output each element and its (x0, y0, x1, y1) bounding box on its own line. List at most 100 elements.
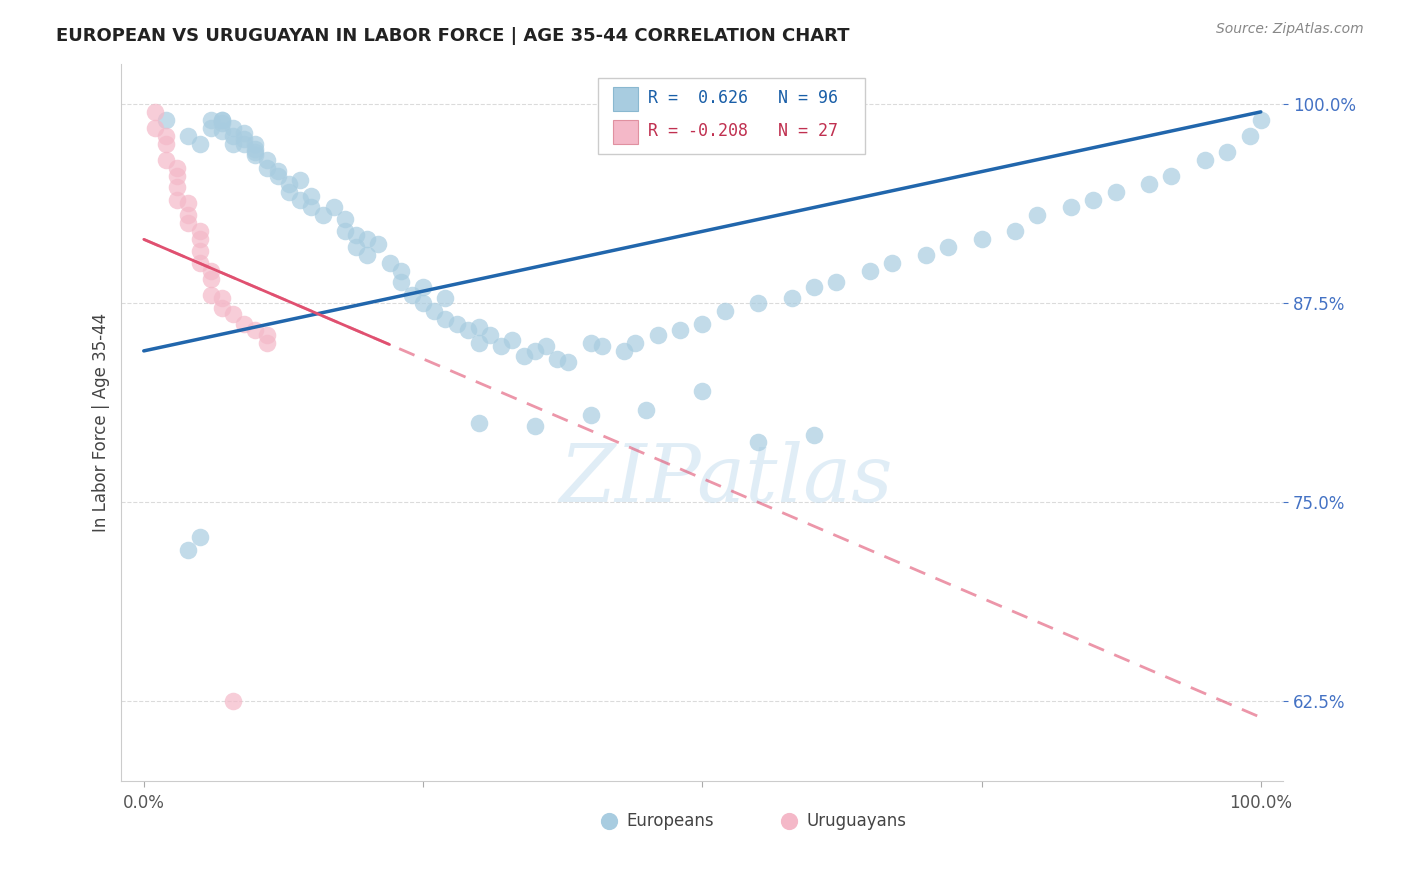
Point (825, 276, 848, 290)
Point (546, 351, 568, 366)
Point (1104, 185, 1126, 199)
Point (479, 328, 502, 343)
Point (233, 317, 256, 331)
Point (1194, 153, 1216, 167)
FancyBboxPatch shape (613, 87, 638, 112)
Point (690, 384, 713, 398)
Point (1060, 201, 1083, 215)
Point (1083, 193, 1105, 207)
Text: EUROPEAN VS URUGUAYAN IN LABOR FORCE | AGE 35-44 CORRELATION CHART: EUROPEAN VS URUGUAYAN IN LABOR FORCE | A… (56, 27, 849, 45)
Point (747, 434, 769, 449)
Point (211, 301, 233, 315)
Point (245, 148, 267, 162)
Point (1004, 224, 1026, 238)
Point (512, 349, 534, 363)
Point (446, 317, 468, 331)
Point (222, 694, 245, 708)
Point (344, 240, 367, 254)
Point (188, 232, 211, 246)
Point (200, 120, 222, 135)
Point (222, 136, 245, 151)
Point (780, 291, 803, 305)
Text: Uruguayans: Uruguayans (807, 812, 907, 830)
Point (333, 224, 356, 238)
Point (177, 128, 200, 143)
Point (200, 272, 222, 286)
Text: 100.0%: 100.0% (1229, 794, 1292, 812)
Point (245, 323, 267, 337)
Text: Europeans: Europeans (627, 812, 714, 830)
Point (188, 530, 211, 544)
Point (188, 224, 211, 238)
Point (747, 296, 769, 310)
Point (211, 116, 233, 130)
Point (501, 333, 523, 347)
Point (288, 173, 311, 187)
Point (322, 201, 344, 215)
Point (468, 320, 491, 334)
Point (882, 256, 904, 270)
Point (1216, 145, 1239, 159)
Text: R =  0.626   N = 96: R = 0.626 N = 96 (648, 89, 838, 107)
Text: R = -0.208   N = 27: R = -0.208 N = 27 (648, 121, 838, 140)
Point (647, 328, 669, 343)
Point (256, 153, 278, 167)
Point (245, 145, 267, 159)
Point (233, 126, 256, 140)
Point (278, 177, 301, 191)
Point (1137, 177, 1160, 191)
Y-axis label: In Labor Force | Age 35-44: In Labor Force | Age 35-44 (93, 313, 110, 533)
Point (591, 339, 613, 353)
Point (803, 428, 825, 442)
Point (166, 161, 188, 175)
Point (579, 408, 602, 422)
Point (233, 132, 256, 146)
FancyBboxPatch shape (613, 120, 638, 145)
Point (803, 280, 825, 294)
Point (970, 232, 993, 246)
Point (333, 211, 356, 226)
Point (534, 339, 557, 353)
Point (367, 237, 389, 252)
FancyBboxPatch shape (598, 78, 865, 153)
Point (267, 169, 290, 183)
Point (311, 209, 333, 223)
Point (177, 216, 200, 230)
Point (713, 304, 735, 318)
Point (389, 264, 412, 278)
Point (412, 280, 434, 294)
Point (267, 164, 290, 178)
Point (278, 185, 301, 199)
Point (1026, 209, 1049, 223)
Point (222, 307, 245, 321)
Point (222, 128, 245, 143)
Text: 0.0%: 0.0% (122, 794, 165, 812)
Point (669, 323, 692, 337)
Point (155, 112, 177, 127)
Point (936, 240, 959, 254)
Point (1250, 112, 1272, 127)
Point (188, 136, 211, 151)
Point (211, 112, 233, 127)
Point (468, 335, 491, 350)
Point (579, 335, 602, 350)
Point (155, 153, 177, 167)
Point (245, 136, 267, 151)
Point (434, 291, 457, 305)
Point (155, 128, 177, 143)
Point (166, 179, 188, 194)
Point (299, 201, 322, 215)
Point (211, 291, 233, 305)
Point (412, 296, 434, 310)
Point (155, 136, 177, 151)
Point (523, 418, 546, 433)
Point (143, 104, 166, 119)
Point (166, 193, 188, 207)
Point (188, 256, 211, 270)
Point (200, 264, 222, 278)
Point (188, 244, 211, 258)
Point (423, 304, 446, 318)
Point (256, 335, 278, 350)
Point (166, 169, 188, 183)
Point (468, 416, 491, 430)
